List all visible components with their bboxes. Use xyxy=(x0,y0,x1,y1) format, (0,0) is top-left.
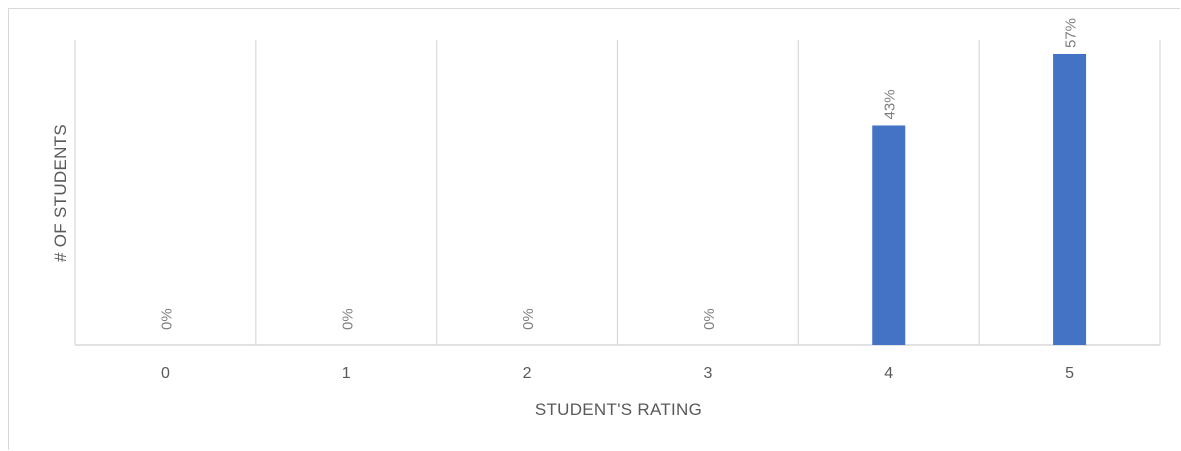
x-tick-label: 2 xyxy=(523,365,532,382)
data-label: 0% xyxy=(701,308,718,330)
data-label: 57% xyxy=(1063,18,1080,48)
x-tick-label: 1 xyxy=(342,365,351,382)
y-axis-title: # OF STUDENTS xyxy=(51,124,70,262)
data-label: 43% xyxy=(882,89,899,119)
data-label: 0% xyxy=(339,308,356,330)
gridlines xyxy=(74,40,1161,345)
bar xyxy=(872,125,906,345)
bars xyxy=(872,54,1087,345)
x-tick-label: 0 xyxy=(161,365,170,382)
data-label: 0% xyxy=(158,308,175,330)
data-label: 0% xyxy=(520,308,537,330)
bar xyxy=(1053,54,1087,345)
x-tick-label: 4 xyxy=(884,365,893,382)
x-axis-title: STUDENT'S RATING xyxy=(535,400,702,419)
chart-frame xyxy=(8,8,1180,450)
data-labels: 0% 0% 0% 0% 43% 57% xyxy=(158,18,1079,330)
x-tick-label: 3 xyxy=(703,365,712,382)
x-tick-label: 5 xyxy=(1065,365,1074,382)
x-tick-labels: 0 1 2 3 4 5 xyxy=(161,365,1074,382)
